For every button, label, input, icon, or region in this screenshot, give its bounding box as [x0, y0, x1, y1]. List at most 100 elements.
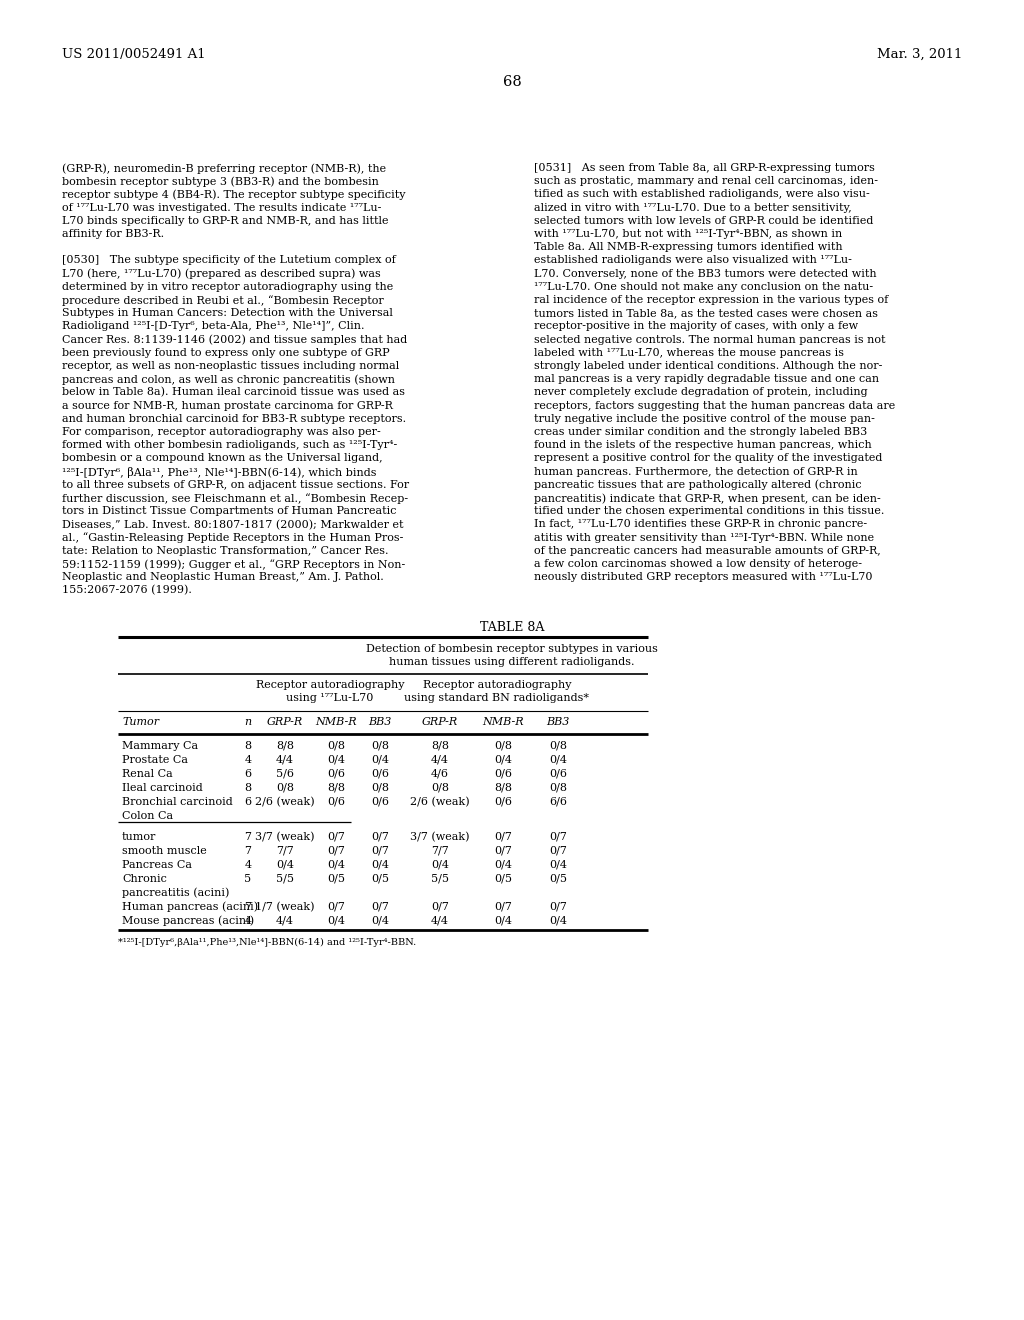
Text: of the pancreatic cancers had measurable amounts of GRP-R,: of the pancreatic cancers had measurable…: [534, 545, 881, 556]
Text: 0/8: 0/8: [549, 783, 567, 792]
Text: 8/8: 8/8: [276, 741, 294, 751]
Text: GRP-R: GRP-R: [422, 717, 458, 727]
Text: tors in Distinct Tissue Compartments of Human Pancreatic: tors in Distinct Tissue Compartments of …: [62, 506, 396, 516]
Text: of ¹⁷⁷Lu-L70 was investigated. The results indicate ¹⁷⁷Lu-: of ¹⁷⁷Lu-L70 was investigated. The resul…: [62, 202, 381, 213]
Text: Prostate Ca: Prostate Ca: [122, 755, 188, 764]
Text: receptor, as well as non-neoplastic tissues including normal: receptor, as well as non-neoplastic tiss…: [62, 360, 399, 371]
Text: 4: 4: [245, 916, 252, 925]
Text: strongly labeled under identical conditions. Although the nor-: strongly labeled under identical conditi…: [534, 360, 883, 371]
Text: tate: Relation to Neoplastic Transformation,” Cancer Res.: tate: Relation to Neoplastic Transformat…: [62, 545, 388, 556]
Text: 0/4: 0/4: [276, 859, 294, 870]
Text: 0/6: 0/6: [371, 768, 389, 779]
Text: ¹²⁵I-[DTyr⁶, βAla¹¹, Phe¹³, Nle¹⁴]-BBN(6-14), which binds: ¹²⁵I-[DTyr⁶, βAla¹¹, Phe¹³, Nle¹⁴]-BBN(6…: [62, 466, 377, 478]
Text: Human pancreas (acini): Human pancreas (acini): [122, 902, 258, 912]
Text: 68: 68: [503, 75, 521, 88]
Text: established radioligands were also visualized with ¹⁷⁷Lu-: established radioligands were also visua…: [534, 255, 852, 265]
Text: In fact, ¹⁷⁷Lu-L70 identifies these GRP-R in chronic pancre-: In fact, ¹⁷⁷Lu-L70 identifies these GRP-…: [534, 519, 867, 529]
Text: 0/8: 0/8: [549, 741, 567, 751]
Text: 0/4: 0/4: [327, 916, 345, 925]
Text: 0/8: 0/8: [494, 741, 512, 751]
Text: to all three subsets of GRP-R, on adjacent tissue sections. For: to all three subsets of GRP-R, on adjace…: [62, 479, 410, 490]
Text: 0/7: 0/7: [549, 902, 567, 912]
Text: below in Table 8a). Human ileal carcinoid tissue was used as: below in Table 8a). Human ileal carcinoi…: [62, 387, 406, 397]
Text: Table 8a. All NMB-R-expressing tumors identified with: Table 8a. All NMB-R-expressing tumors id…: [534, 242, 843, 252]
Text: 0/6: 0/6: [549, 768, 567, 779]
Text: 0/7: 0/7: [327, 902, 345, 912]
Text: human tissues using different radioligands.: human tissues using different radioligan…: [389, 657, 635, 667]
Text: 8: 8: [245, 741, 252, 751]
Text: Chronic: Chronic: [122, 874, 167, 883]
Text: Neoplastic and Neoplastic Human Breast,” Am. J. Pathol.: Neoplastic and Neoplastic Human Breast,”…: [62, 572, 384, 582]
Text: affinity for BB3-R.: affinity for BB3-R.: [62, 228, 164, 239]
Text: receptor-positive in the majority of cases, with only a few: receptor-positive in the majority of cas…: [534, 321, 858, 331]
Text: creas under similar condition and the strongly labeled BB3: creas under similar condition and the st…: [534, 426, 867, 437]
Text: a few colon carcinomas showed a low density of heteroge-: a few colon carcinomas showed a low dens…: [534, 558, 862, 569]
Text: Subtypes in Human Cancers: Detection with the Universal: Subtypes in Human Cancers: Detection wit…: [62, 308, 393, 318]
Text: 4/4: 4/4: [276, 916, 294, 925]
Text: been previously found to express only one subtype of GRP: been previously found to express only on…: [62, 347, 389, 358]
Text: alized in vitro with ¹⁷⁷Lu-L70. Due to a better sensitivity,: alized in vitro with ¹⁷⁷Lu-L70. Due to a…: [534, 202, 852, 213]
Text: never completely exclude degradation of protein, including: never completely exclude degradation of …: [534, 387, 867, 397]
Text: 0/8: 0/8: [431, 783, 449, 792]
Text: such as prostatic, mammary and renal cell carcinomas, iden-: such as prostatic, mammary and renal cel…: [534, 176, 878, 186]
Text: 4/4: 4/4: [431, 916, 449, 925]
Text: al., “Gastin-Releasing Peptide Receptors in the Human Pros-: al., “Gastin-Releasing Peptide Receptors…: [62, 532, 403, 544]
Text: 0/8: 0/8: [371, 741, 389, 751]
Text: 0/5: 0/5: [549, 874, 567, 883]
Text: 8/8: 8/8: [327, 783, 345, 792]
Text: found in the islets of the respective human pancreas, which: found in the islets of the respective hu…: [534, 440, 871, 450]
Text: receptors, factors suggesting that the human pancreas data are: receptors, factors suggesting that the h…: [534, 400, 895, 411]
Text: atitis with greater sensitivity than ¹²⁵I-Tyr⁴-BBN. While none: atitis with greater sensitivity than ¹²⁵…: [534, 532, 874, 543]
Text: with ¹⁷⁷Lu-L70, but not with ¹²⁵I-Tyr⁴-BBN, as shown in: with ¹⁷⁷Lu-L70, but not with ¹²⁵I-Tyr⁴-B…: [534, 228, 843, 239]
Text: 7: 7: [245, 832, 252, 842]
Text: L70. Conversely, none of the BB3 tumors were detected with: L70. Conversely, none of the BB3 tumors …: [534, 268, 877, 279]
Text: 0/4: 0/4: [494, 916, 512, 925]
Text: 0/7: 0/7: [327, 846, 345, 855]
Text: 0/7: 0/7: [549, 832, 567, 842]
Text: 0/8: 0/8: [327, 741, 345, 751]
Text: neously distributed GRP receptors measured with ¹⁷⁷Lu-L70: neously distributed GRP receptors measur…: [534, 572, 872, 582]
Text: pancreas and colon, as well as chronic pancreatitis (shown: pancreas and colon, as well as chronic p…: [62, 374, 395, 384]
Text: 0/4: 0/4: [371, 916, 389, 925]
Text: 3/7 (weak): 3/7 (weak): [255, 832, 314, 842]
Text: Bronchial carcinoid: Bronchial carcinoid: [122, 796, 232, 807]
Text: Mouse pancreas (acini): Mouse pancreas (acini): [122, 916, 254, 927]
Text: pancreatitis) indicate that GRP-R, when present, can be iden-: pancreatitis) indicate that GRP-R, when …: [534, 492, 881, 503]
Text: 5/6: 5/6: [276, 768, 294, 779]
Text: 0/4: 0/4: [371, 755, 389, 764]
Text: n: n: [245, 717, 252, 727]
Text: US 2011/0052491 A1: US 2011/0052491 A1: [62, 48, 206, 61]
Text: 0/4: 0/4: [431, 859, 449, 870]
Text: 2/6 (weak): 2/6 (weak): [255, 796, 314, 807]
Text: 0/7: 0/7: [327, 832, 345, 842]
Text: 0/4: 0/4: [494, 859, 512, 870]
Text: 0/4: 0/4: [549, 916, 567, 925]
Text: 0/7: 0/7: [371, 832, 389, 842]
Text: L70 binds specifically to GRP-R and NMB-R, and has little: L70 binds specifically to GRP-R and NMB-…: [62, 215, 388, 226]
Text: 0/5: 0/5: [371, 874, 389, 883]
Text: [0530]   The subtype specificity of the Lutetium complex of: [0530] The subtype specificity of the Lu…: [62, 255, 395, 265]
Text: Receptor autoradiography: Receptor autoradiography: [256, 680, 404, 690]
Text: GRP-R: GRP-R: [267, 717, 303, 727]
Text: human pancreas. Furthermore, the detection of GRP-R in: human pancreas. Furthermore, the detecti…: [534, 466, 858, 477]
Text: 4/4: 4/4: [276, 755, 294, 764]
Text: 6/6: 6/6: [549, 796, 567, 807]
Text: 0/7: 0/7: [371, 846, 389, 855]
Text: ral incidence of the receptor expression in the various types of: ral incidence of the receptor expression…: [534, 294, 888, 305]
Text: 0/4: 0/4: [327, 755, 345, 764]
Text: [0531]   As seen from Table 8a, all GRP-R-expressing tumors: [0531] As seen from Table 8a, all GRP-R-…: [534, 162, 874, 173]
Text: 0/8: 0/8: [371, 783, 389, 792]
Text: 5/5: 5/5: [431, 874, 449, 883]
Text: 0/7: 0/7: [549, 846, 567, 855]
Text: 5/5: 5/5: [276, 874, 294, 883]
Text: 0/5: 0/5: [494, 874, 512, 883]
Text: 0/8: 0/8: [276, 783, 294, 792]
Text: 0/4: 0/4: [549, 755, 567, 764]
Text: 8/8: 8/8: [431, 741, 449, 751]
Text: 5: 5: [245, 874, 252, 883]
Text: tified as such with established radioligands, were also visu-: tified as such with established radiolig…: [534, 189, 869, 199]
Text: represent a positive control for the quality of the investigated: represent a positive control for the qua…: [534, 453, 883, 463]
Text: further discussion, see Fleischmann et al., “Bombesin Recep-: further discussion, see Fleischmann et a…: [62, 492, 409, 504]
Text: smooth muscle: smooth muscle: [122, 846, 207, 855]
Text: 7/7: 7/7: [431, 846, 449, 855]
